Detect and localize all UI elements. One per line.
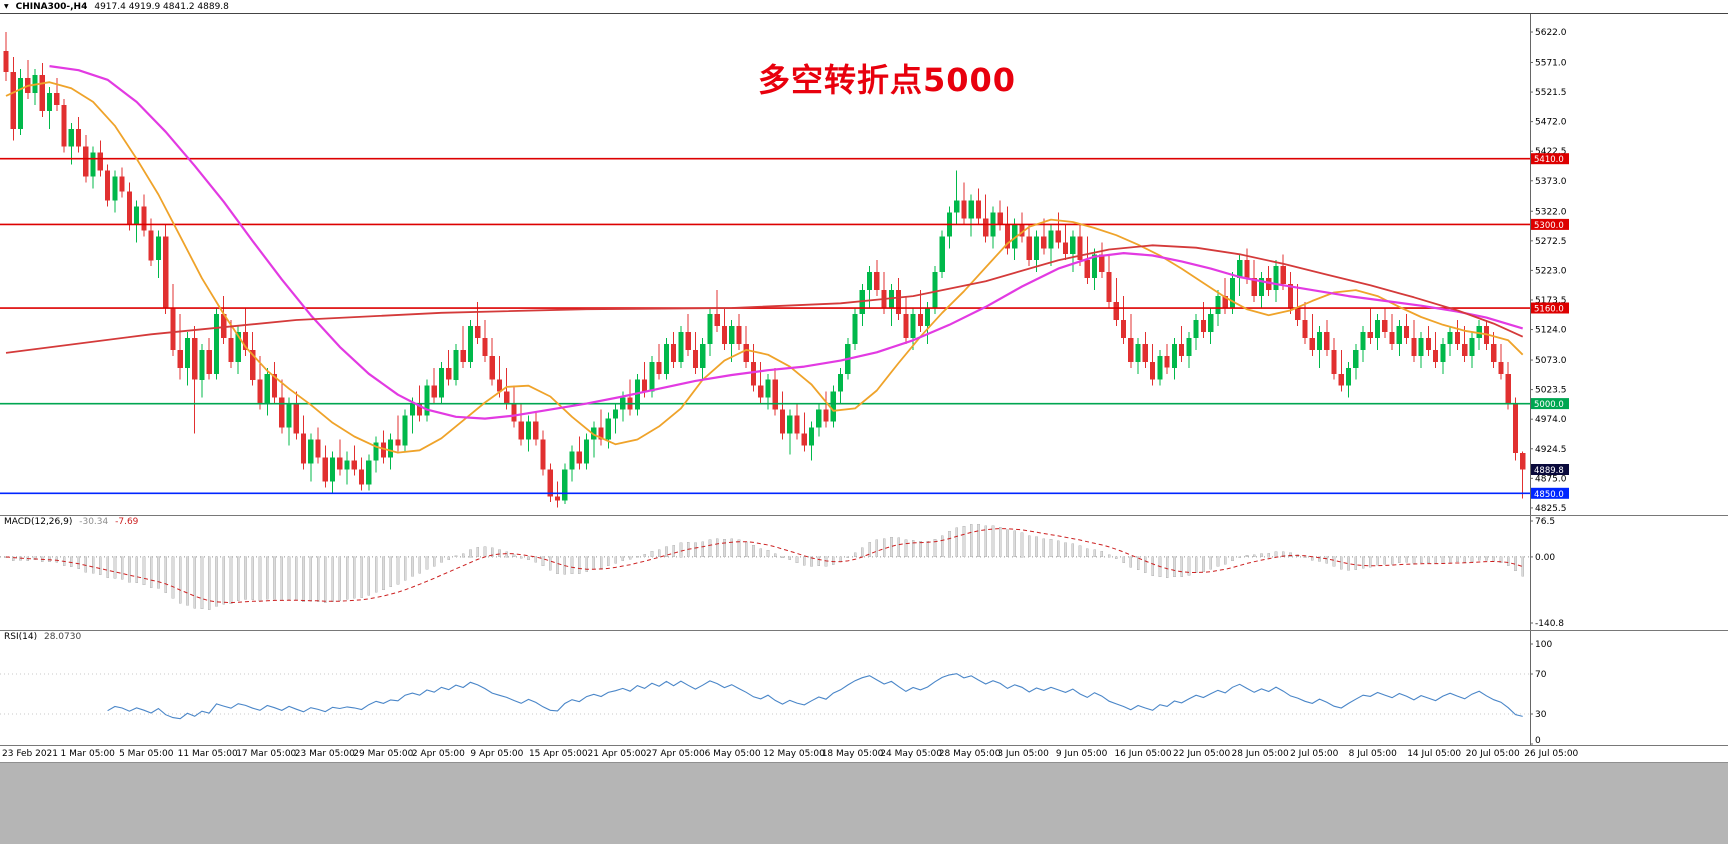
macd-signal-line bbox=[5, 528, 1523, 604]
ma-mid-line bbox=[49, 65, 1524, 420]
time-axis-label: 3 Jun 05:00 bbox=[997, 749, 1049, 759]
time-axis-label: 23 Feb 2021 bbox=[2, 749, 59, 759]
price-axis[interactable]: 5622.0 5571.0 5521.5 5472.0 5422.5 5373.0 5322… bbox=[1530, 14, 1569, 515]
svg-text:5571.0: 5571.0 bbox=[1535, 58, 1567, 68]
price-badge bbox=[1531, 464, 1569, 475]
svg-text:-140.8: -140.8 bbox=[1535, 619, 1564, 629]
time-axis-label: 22 Jun 05:00 bbox=[1173, 749, 1231, 759]
time-axis-label: 23 Mar 05:00 bbox=[294, 749, 355, 759]
svg-text:5300.0: 5300.0 bbox=[1534, 221, 1564, 231]
rsi-line bbox=[107, 673, 1523, 720]
rsi-value: 28.0730 bbox=[43, 632, 82, 642]
svg-text:5521.5: 5521.5 bbox=[1535, 88, 1567, 98]
time-axis-label: 21 Apr 05:00 bbox=[587, 749, 647, 759]
price-badge bbox=[1531, 302, 1569, 314]
svg-text:5622.0: 5622.0 bbox=[1535, 28, 1567, 38]
svg-text:30: 30 bbox=[1535, 710, 1547, 720]
bottom-area bbox=[0, 762, 1728, 844]
rsi-label: RSI(14) 28.0730 bbox=[4, 632, 81, 642]
svg-text:5023.5: 5023.5 bbox=[1535, 386, 1567, 396]
time-axis-label: 12 May 05:00 bbox=[763, 749, 825, 759]
time-axis-label: 18 May 05:00 bbox=[821, 749, 884, 759]
macd-main-value: -30.34 bbox=[79, 517, 109, 527]
time-axis-label: 26 Jul 05:00 bbox=[1524, 749, 1579, 759]
time-axis-label: 6 May 05:00 bbox=[704, 749, 761, 759]
time-axis[interactable]: 23 Feb 2021 1 Mar 05:00 5 Mar 05:00 11 Mar … bbox=[0, 745, 1728, 762]
time-axis-label: 9 Apr 05:00 bbox=[470, 749, 524, 759]
time-axis-label: 16 Jun 05:00 bbox=[1114, 749, 1172, 759]
svg-text:0.00: 0.00 bbox=[1535, 553, 1555, 563]
candles-layer bbox=[3, 32, 1526, 508]
price-chart-panel[interactable]: 5622.0 5571.0 5521.5 5472.0 5422.5 5373.0 5322… bbox=[0, 14, 1728, 515]
macd-signal-value: -7.69 bbox=[115, 517, 139, 527]
time-axis-label: 1 Mar 05:00 bbox=[60, 749, 115, 759]
time-axis-label: 27 Apr 05:00 bbox=[646, 749, 705, 759]
svg-text:5373.0: 5373.0 bbox=[1535, 177, 1567, 187]
time-axis-label: 20 Jul 05:00 bbox=[1465, 749, 1520, 759]
svg-text:5223.0: 5223.0 bbox=[1535, 266, 1567, 276]
time-axis-label: 28 Jun 05:00 bbox=[1231, 749, 1289, 759]
symbol-dropdown-icon[interactable]: ▼ bbox=[4, 2, 9, 10]
svg-text:5160.0: 5160.0 bbox=[1534, 305, 1564, 315]
svg-text:5410.0: 5410.0 bbox=[1534, 155, 1564, 165]
time-axis-label: 14 Jul 05:00 bbox=[1407, 749, 1462, 759]
svg-text:4850.0: 4850.0 bbox=[1534, 490, 1564, 500]
time-axis-label: 17 Mar 05:00 bbox=[236, 749, 297, 759]
time-axis-label: 5 Mar 05:00 bbox=[119, 749, 174, 759]
svg-text:5272.5: 5272.5 bbox=[1535, 237, 1567, 247]
svg-text:70: 70 bbox=[1535, 670, 1547, 680]
svg-text:4825.5: 4825.5 bbox=[1535, 504, 1567, 514]
svg-text:5173.5: 5173.5 bbox=[1535, 296, 1567, 306]
time-axis-label: 8 Jul 05:00 bbox=[1348, 749, 1397, 759]
macd-name: MACD(12,26,9) bbox=[4, 517, 73, 527]
time-axis-label: 24 May 05:00 bbox=[880, 749, 942, 759]
svg-text:100: 100 bbox=[1535, 640, 1552, 650]
svg-text:5124.0: 5124.0 bbox=[1535, 326, 1567, 336]
price-badge bbox=[1531, 153, 1569, 165]
macd-panel[interactable]: 76.5 0.00 -140.8 bbox=[0, 515, 1728, 630]
ma-fast-line bbox=[5, 81, 1524, 454]
time-axis-label: 11 Mar 05:00 bbox=[177, 749, 238, 759]
ohlc-values: 4917.4 4919.9 4841.2 4889.8 bbox=[94, 1, 229, 12]
time-axis-label: 28 May 05:00 bbox=[938, 749, 1001, 759]
svg-text:5472.0: 5472.0 bbox=[1535, 118, 1567, 128]
svg-text:5000.0: 5000.0 bbox=[1534, 400, 1564, 410]
svg-text:5422.5: 5422.5 bbox=[1535, 147, 1567, 157]
svg-text:0: 0 bbox=[1535, 736, 1541, 745]
chart-annotation[interactable]: 多空转折点5000 bbox=[758, 61, 1017, 99]
price-badge bbox=[1531, 398, 1569, 410]
svg-text:4875.0: 4875.0 bbox=[1535, 474, 1567, 484]
macd-histogram bbox=[4, 524, 1524, 610]
symbol-timeframe: CHINA300-,H4 bbox=[15, 1, 88, 12]
rsi-name: RSI(14) bbox=[4, 632, 38, 642]
svg-text:5322.0: 5322.0 bbox=[1535, 207, 1567, 217]
time-axis-label: 9 Jun 05:00 bbox=[1055, 749, 1108, 759]
price-badge bbox=[1531, 487, 1569, 499]
svg-text:5073.0: 5073.0 bbox=[1535, 356, 1567, 366]
svg-text:4924.5: 4924.5 bbox=[1535, 445, 1567, 455]
svg-text:4974.0: 4974.0 bbox=[1535, 415, 1567, 425]
svg-text:4889.8: 4889.8 bbox=[1534, 466, 1564, 476]
time-axis-label: 2 Jul 05:00 bbox=[1290, 749, 1339, 759]
price-badge bbox=[1531, 218, 1569, 230]
time-axis-label: 29 Mar 05:00 bbox=[353, 749, 414, 759]
time-axis-label: 2 Apr 05:00 bbox=[411, 749, 465, 759]
macd-label: MACD(12,26,9) -30.34 -7.69 bbox=[4, 517, 138, 527]
chart-header: ▼ CHINA300-,H4 4917.4 4919.9 4841.2 4889… bbox=[0, 0, 1728, 14]
rsi-panel[interactable]: 100 70 30 0 bbox=[0, 630, 1728, 745]
ma-slow-line bbox=[5, 244, 1524, 354]
svg-text:76.5: 76.5 bbox=[1535, 517, 1555, 527]
time-axis-label: 15 Apr 05:00 bbox=[528, 749, 588, 759]
